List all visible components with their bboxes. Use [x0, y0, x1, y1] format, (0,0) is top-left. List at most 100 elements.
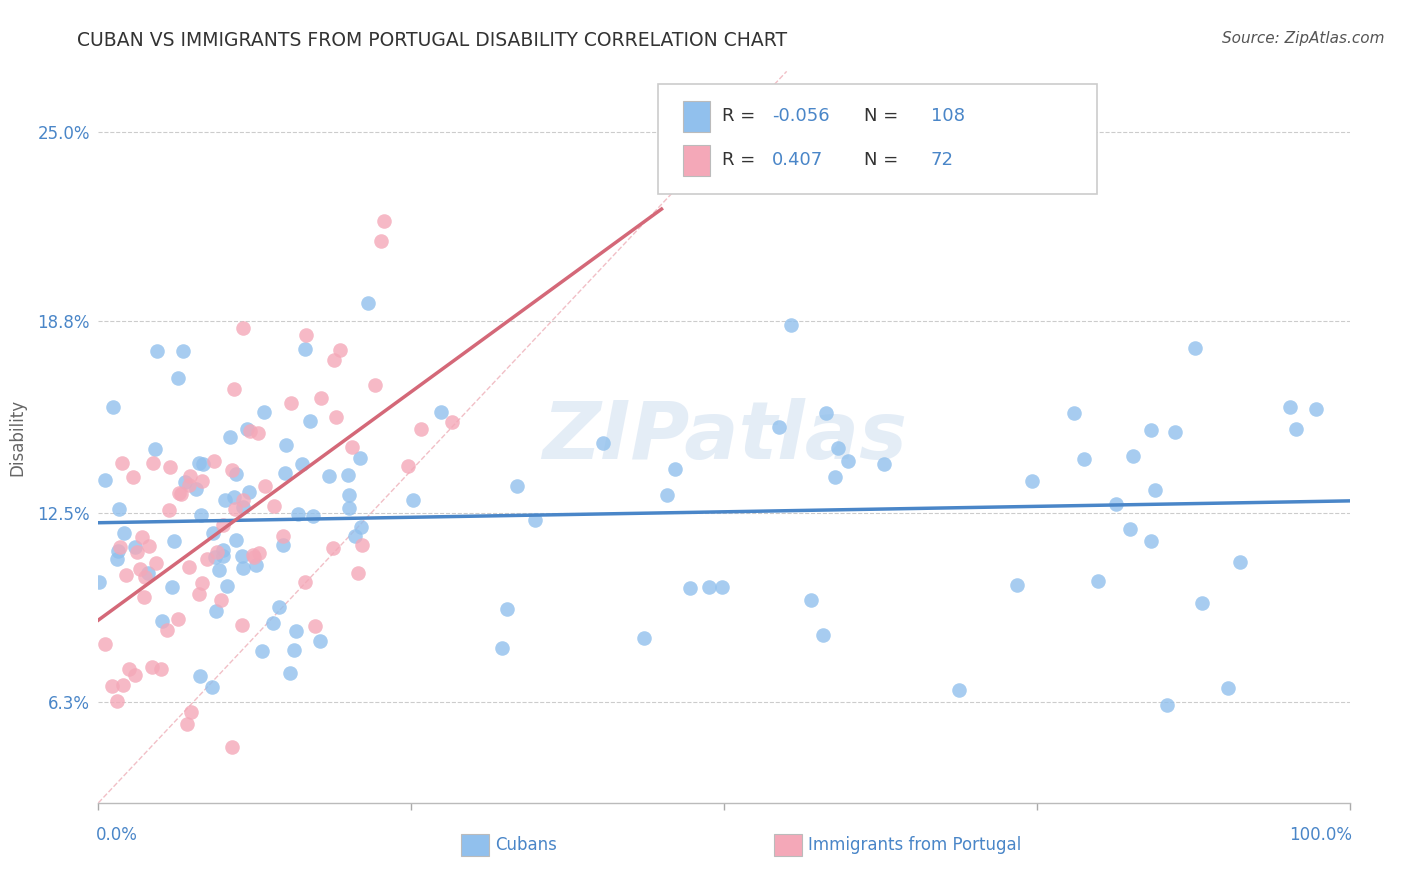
- Point: [506, 479, 529, 493]
- Point: [202, 454, 225, 468]
- Point: [107, 543, 129, 558]
- Point: [336, 468, 359, 483]
- Point: [169, 486, 191, 500]
- Text: 72: 72: [931, 151, 953, 169]
- Point: [309, 391, 332, 405]
- Point: [1191, 596, 1213, 610]
- Point: [814, 406, 837, 420]
- Point: [827, 441, 849, 455]
- Point: [1105, 497, 1128, 511]
- Point: [655, 488, 678, 502]
- Point: [1184, 341, 1206, 355]
- Text: CUBAN VS IMMIGRANTS FROM PORTUGAL DISABILITY CORRELATION CHART: CUBAN VS IMMIGRANTS FROM PORTUGAL DISABI…: [77, 31, 787, 50]
- Point: [824, 469, 846, 483]
- Point: [125, 545, 148, 559]
- Point: [325, 409, 347, 424]
- Point: [872, 457, 894, 471]
- Point: [108, 501, 131, 516]
- Point: [302, 509, 325, 524]
- Point: [111, 678, 134, 692]
- Point: [155, 623, 177, 637]
- Text: Cubans: Cubans: [495, 836, 557, 855]
- Point: [94, 637, 117, 651]
- Point: [283, 642, 305, 657]
- Y-axis label: Disability: Disability: [8, 399, 27, 475]
- Text: R =: R =: [721, 107, 761, 125]
- Point: [212, 549, 235, 563]
- Point: [231, 549, 253, 563]
- Point: [173, 475, 195, 489]
- Point: [124, 668, 146, 682]
- Point: [209, 593, 232, 607]
- Point: [262, 615, 284, 630]
- Point: [190, 508, 212, 522]
- Point: [370, 234, 392, 248]
- Point: [225, 467, 247, 482]
- Point: [101, 679, 124, 693]
- Point: [697, 581, 720, 595]
- Point: [138, 539, 160, 553]
- Point: [1218, 681, 1240, 695]
- Point: [768, 419, 790, 434]
- Text: 0.407: 0.407: [772, 151, 823, 169]
- Point: [141, 660, 163, 674]
- Point: [222, 490, 245, 504]
- Text: N =: N =: [865, 151, 904, 169]
- Text: 100.0%: 100.0%: [1289, 826, 1353, 844]
- Point: [247, 425, 270, 440]
- Point: [352, 537, 374, 551]
- Point: [323, 352, 346, 367]
- Point: [356, 296, 378, 310]
- Point: [299, 414, 322, 428]
- Point: [141, 456, 163, 470]
- Point: [1063, 406, 1085, 420]
- Point: [633, 631, 655, 645]
- Point: [1285, 422, 1308, 436]
- Point: [180, 705, 202, 719]
- Point: [239, 424, 262, 438]
- Point: [1164, 425, 1187, 439]
- Point: [87, 575, 110, 590]
- Point: [225, 533, 247, 547]
- Point: [231, 618, 253, 632]
- Point: [191, 475, 214, 489]
- Point: [150, 614, 173, 628]
- Point: [232, 321, 254, 335]
- Point: [364, 378, 387, 392]
- Point: [111, 456, 134, 470]
- Text: ZIPatlas: ZIPatlas: [541, 398, 907, 476]
- Point: [218, 430, 240, 444]
- Point: [1005, 577, 1028, 591]
- Point: [285, 624, 308, 639]
- FancyBboxPatch shape: [658, 84, 1097, 194]
- Point: [440, 415, 463, 429]
- Point: [430, 404, 453, 418]
- Point: [224, 501, 246, 516]
- Point: [276, 438, 298, 452]
- Point: [177, 477, 200, 491]
- Point: [184, 482, 207, 496]
- Point: [1279, 401, 1302, 415]
- Point: [342, 440, 364, 454]
- Point: [948, 683, 970, 698]
- Point: [304, 618, 326, 632]
- Point: [162, 580, 184, 594]
- Point: [207, 545, 229, 559]
- Point: [679, 581, 702, 595]
- Point: [201, 680, 224, 694]
- Point: [242, 549, 264, 564]
- Point: [146, 343, 169, 358]
- Point: [114, 568, 136, 582]
- Point: [1119, 522, 1142, 536]
- Point: [274, 466, 297, 480]
- Point: [136, 566, 159, 580]
- Point: [711, 580, 734, 594]
- Point: [176, 716, 198, 731]
- Point: [232, 492, 254, 507]
- Point: [201, 526, 224, 541]
- Point: [166, 370, 188, 384]
- Point: [271, 528, 294, 542]
- Point: [295, 328, 318, 343]
- Point: [129, 561, 152, 575]
- Point: [373, 214, 395, 228]
